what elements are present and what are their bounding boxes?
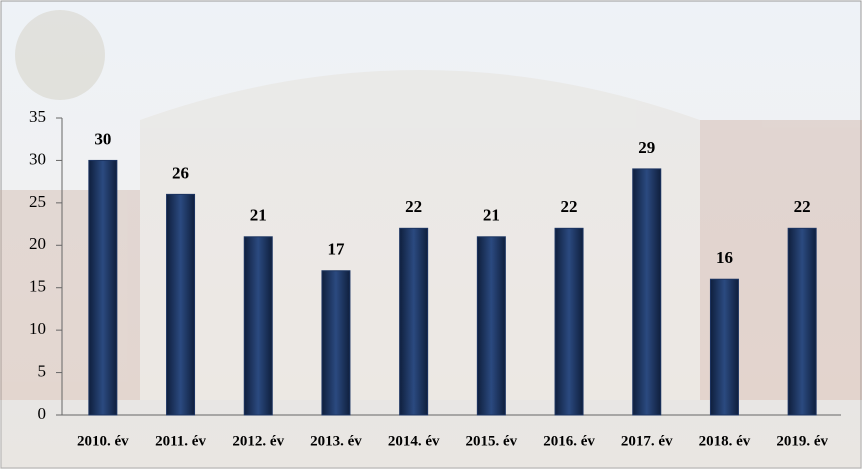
value-label: 29 <box>638 138 655 157</box>
bar <box>554 227 584 416</box>
x-tick-label: 2012. év <box>232 433 284 449</box>
x-tick-label: 2014. év <box>388 433 440 449</box>
x-tick-label: 2016. év <box>543 433 595 449</box>
value-label: 21 <box>483 206 500 225</box>
value-label: 26 <box>172 163 189 182</box>
y-tick-label: 0 <box>38 404 47 423</box>
x-tick-label: 2013. év <box>310 433 362 449</box>
y-tick-label: 10 <box>29 319 46 338</box>
value-label: 16 <box>716 248 733 267</box>
bar <box>787 227 817 416</box>
bar <box>321 270 351 416</box>
x-tick-label: 2010. év <box>77 433 129 449</box>
x-tick-label: 2011. év <box>155 433 206 449</box>
bar <box>632 168 662 416</box>
value-label: 17 <box>327 240 345 259</box>
value-label: 22 <box>794 197 811 216</box>
y-tick-label: 35 <box>29 107 46 126</box>
background-photo <box>0 10 862 469</box>
x-tick-label: 2018. év <box>699 433 751 449</box>
bar <box>166 193 196 416</box>
bar <box>709 278 739 416</box>
y-tick-label: 30 <box>29 149 46 168</box>
x-tick-label: 2015. év <box>466 433 518 449</box>
y-tick-label: 20 <box>29 234 46 253</box>
bar <box>476 236 506 416</box>
y-tick-label: 5 <box>38 361 47 380</box>
value-label: 22 <box>561 197 578 216</box>
value-label: 21 <box>250 206 267 225</box>
bar <box>243 236 273 416</box>
value-label: 22 <box>405 197 422 216</box>
bar <box>399 227 429 416</box>
bar <box>88 159 118 416</box>
x-tick-label: 2017. év <box>621 433 673 449</box>
value-label: 30 <box>94 129 111 148</box>
y-tick-label: 15 <box>29 277 46 296</box>
y-tick-label: 25 <box>29 192 46 211</box>
x-tick-label: 2019. év <box>776 433 828 449</box>
